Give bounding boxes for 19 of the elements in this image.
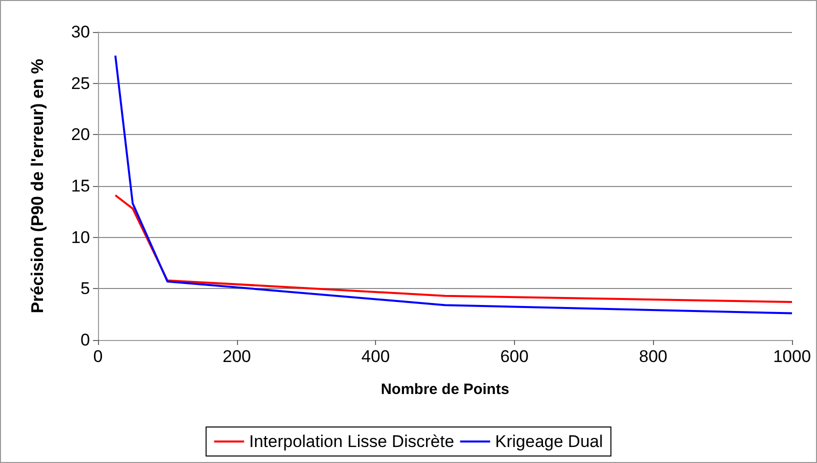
legend-label: Krigeage Dual (495, 432, 603, 451)
x-tick-label: 800 (639, 347, 668, 366)
x-tick-label: 400 (361, 347, 390, 366)
line-series (114, 54, 793, 314)
x-axis-title: Nombre de Points (380, 381, 510, 398)
y-tick-label: 5 (80, 279, 90, 298)
y-axis-title: Précision (P90 de l'erreur) en % (28, 58, 47, 314)
x-tick-label: 0 (93, 347, 103, 366)
y-tick-label: 15 (71, 176, 90, 196)
y-tick-label: 10 (71, 228, 90, 247)
y-tick-label: 25 (71, 74, 90, 93)
legend-label: Interpolation Lisse Discrète (249, 432, 454, 451)
y-tick-label: 30 (71, 22, 90, 42)
x-tick-label: 600 (500, 347, 529, 366)
x-tick-label: 200 (222, 347, 251, 366)
y-tick-label: 20 (71, 125, 90, 144)
line-series (114, 194, 793, 304)
x-tick-label: 1000 (773, 347, 811, 366)
y-tick-label: 0 (80, 330, 90, 350)
